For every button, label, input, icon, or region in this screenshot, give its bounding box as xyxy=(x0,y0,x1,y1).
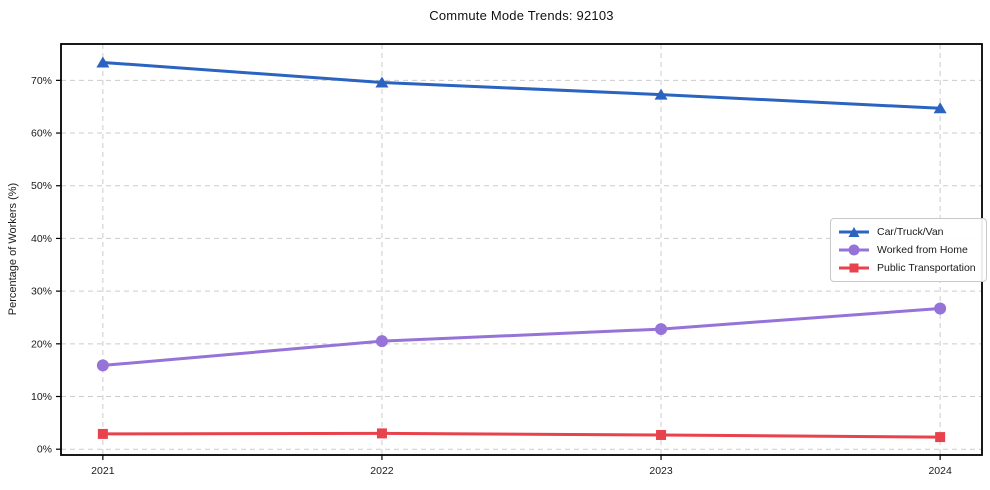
series-line xyxy=(101,60,942,110)
y-tick-label: 40% xyxy=(31,233,52,245)
x-tick-label: 2021 xyxy=(91,465,115,477)
legend-item: Worked from Home xyxy=(838,242,976,258)
data-point-marker xyxy=(376,428,387,439)
x-tick-label: 2022 xyxy=(370,465,394,477)
legend-swatch-circle-icon xyxy=(839,244,869,256)
series-line xyxy=(101,431,942,439)
x-tick-label: 2023 xyxy=(649,465,673,477)
legend-swatch-square-icon xyxy=(839,263,869,273)
y-tick-label: 30% xyxy=(31,286,52,298)
y-tick-label: 0% xyxy=(37,444,52,456)
data-point-marker xyxy=(933,102,947,114)
y-tick-label: 70% xyxy=(31,75,52,87)
y-tick-label: 20% xyxy=(31,338,52,350)
data-point-marker xyxy=(934,302,947,315)
y-tick-label: 10% xyxy=(31,391,52,403)
data-point-marker xyxy=(375,335,388,348)
legend-swatch-triangle-icon xyxy=(839,227,869,237)
y-tick-label: 60% xyxy=(31,128,52,140)
x-tick-label: 2024 xyxy=(928,465,952,477)
legend: Car/Truck/Van Worked from Home Public Tran… xyxy=(830,218,987,282)
legend-label: Worked from Home xyxy=(877,244,968,256)
y-tick-label: 50% xyxy=(31,180,52,192)
series-line xyxy=(101,307,942,367)
data-point-marker xyxy=(97,428,108,439)
data-point-marker xyxy=(654,88,668,100)
legend-label: Car/Truck/Van xyxy=(877,226,944,238)
data-point-marker xyxy=(375,76,389,88)
legend-item: Public Transportation xyxy=(838,260,976,276)
legend-label: Public Transportation xyxy=(877,262,976,274)
legend-item: Car/Truck/Van xyxy=(838,224,976,240)
data-point-marker xyxy=(96,359,109,372)
data-point-marker xyxy=(655,323,668,336)
data-point-marker xyxy=(935,432,946,443)
data-point-marker xyxy=(96,56,110,68)
chart-title: Commute Mode Trends: 92103 xyxy=(429,8,614,23)
data-point-marker xyxy=(656,429,667,440)
